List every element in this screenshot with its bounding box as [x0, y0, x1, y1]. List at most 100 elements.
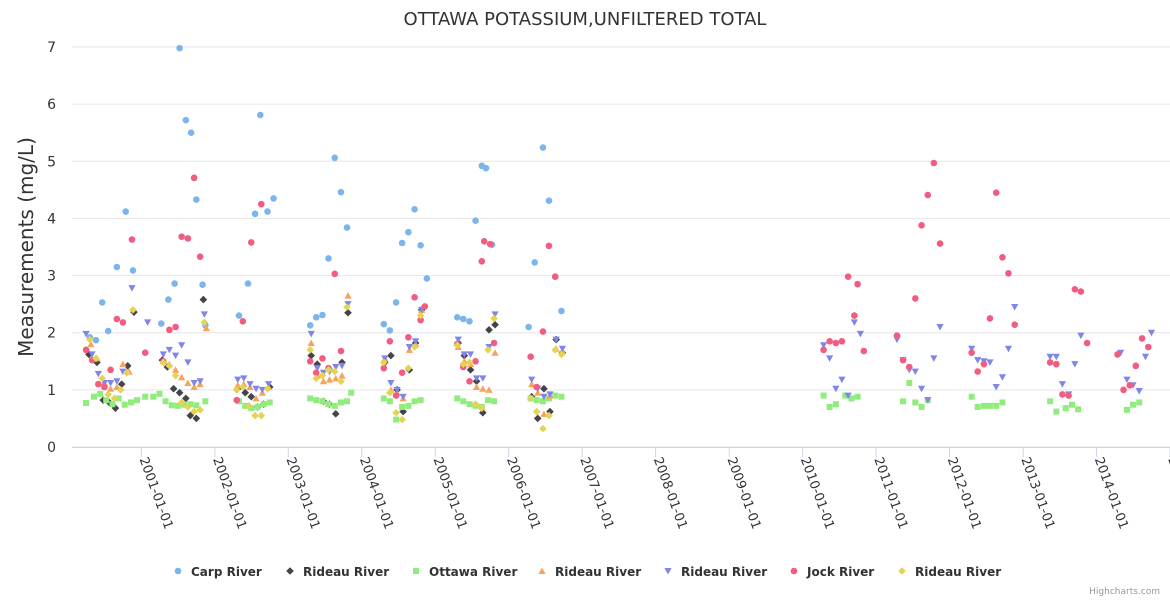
data-point[interactable]: [387, 351, 395, 360]
data-point[interactable]: [196, 406, 204, 414]
data-point[interactable]: [466, 317, 473, 325]
data-point[interactable]: [526, 394, 535, 403]
data-point[interactable]: [343, 303, 351, 311]
data-point[interactable]: [820, 346, 827, 354]
data-point[interactable]: [491, 349, 499, 356]
data-point[interactable]: [534, 389, 542, 396]
data-point[interactable]: [460, 351, 468, 358]
data-point[interactable]: [540, 384, 548, 393]
data-point[interactable]: [129, 267, 137, 274]
data-point[interactable]: [330, 367, 339, 376]
data-point[interactable]: [528, 380, 536, 388]
data-point[interactable]: [539, 328, 547, 335]
data-point[interactable]: [459, 315, 467, 323]
data-point[interactable]: [144, 319, 152, 326]
data-point[interactable]: [331, 410, 340, 418]
data-point[interactable]: [116, 386, 125, 394]
data-point[interactable]: [557, 350, 566, 359]
data-point[interactable]: [1065, 392, 1072, 399]
data-point[interactable]: [122, 368, 131, 377]
data-point[interactable]: [348, 389, 355, 396]
data-point[interactable]: [485, 397, 492, 404]
data-point[interactable]: [1062, 405, 1069, 412]
data-point[interactable]: [1138, 335, 1146, 342]
data-point[interactable]: [905, 363, 913, 371]
data-point[interactable]: [307, 351, 315, 360]
data-point[interactable]: [184, 235, 192, 242]
data-point[interactable]: [156, 390, 163, 397]
data-point[interactable]: [171, 280, 178, 287]
data-point[interactable]: [906, 380, 913, 386]
data-point[interactable]: [386, 327, 394, 334]
data-point[interactable]: [819, 342, 828, 349]
data-point[interactable]: [121, 401, 128, 408]
data-point[interactable]: [1126, 381, 1134, 389]
data-point[interactable]: [900, 398, 907, 405]
data-point[interactable]: [918, 404, 925, 410]
data-point[interactable]: [558, 345, 567, 353]
data-point[interactable]: [103, 397, 110, 404]
data-point[interactable]: [242, 402, 249, 409]
data-point[interactable]: [257, 411, 266, 420]
legend-label[interactable]: Carp River: [191, 565, 262, 579]
data-point[interactable]: [1077, 332, 1085, 340]
data-point[interactable]: [101, 383, 108, 391]
data-point[interactable]: [545, 411, 553, 420]
data-point[interactable]: [411, 398, 418, 405]
data-point[interactable]: [141, 349, 149, 357]
data-point[interactable]: [1136, 399, 1143, 406]
data-point[interactable]: [256, 111, 264, 119]
data-point[interactable]: [332, 374, 340, 382]
data-point[interactable]: [187, 401, 194, 408]
data-point[interactable]: [912, 295, 919, 302]
data-point[interactable]: [159, 351, 167, 358]
data-point[interactable]: [405, 333, 412, 341]
data-point[interactable]: [115, 395, 122, 402]
data-point[interactable]: [465, 358, 474, 367]
data-point[interactable]: [466, 351, 475, 358]
data-point[interactable]: [182, 394, 190, 403]
data-point[interactable]: [405, 228, 412, 236]
data-point[interactable]: [545, 197, 553, 205]
data-point[interactable]: [491, 320, 499, 329]
data-point[interactable]: [162, 398, 169, 405]
data-point[interactable]: [182, 116, 190, 124]
legend-symbol[interactable]: [413, 568, 419, 574]
data-point[interactable]: [158, 320, 165, 327]
data-point[interactable]: [1071, 285, 1079, 293]
data-point[interactable]: [848, 395, 855, 402]
data-point[interactable]: [344, 292, 352, 299]
data-point[interactable]: [930, 355, 938, 362]
legend-label[interactable]: Ottawa River: [429, 565, 517, 579]
data-point[interactable]: [192, 414, 201, 423]
data-point[interactable]: [263, 384, 272, 393]
data-point[interactable]: [110, 394, 119, 403]
data-point[interactable]: [246, 381, 254, 388]
data-point[interactable]: [528, 376, 536, 384]
data-point[interactable]: [399, 407, 407, 416]
data-point[interactable]: [540, 393, 548, 401]
data-point[interactable]: [166, 326, 173, 334]
data-point[interactable]: [454, 395, 461, 402]
data-point[interactable]: [832, 339, 840, 347]
data-point[interactable]: [380, 364, 388, 372]
data-point[interactable]: [312, 374, 321, 383]
data-point[interactable]: [1120, 386, 1127, 394]
data-point[interactable]: [260, 401, 267, 408]
data-point[interactable]: [850, 319, 858, 326]
data-point[interactable]: [193, 196, 200, 203]
data-point[interactable]: [405, 344, 413, 351]
data-point[interactable]: [1123, 406, 1130, 413]
data-point[interactable]: [235, 312, 243, 319]
legend-symbol[interactable]: [538, 567, 546, 575]
data-point[interactable]: [319, 377, 328, 385]
data-point[interactable]: [472, 383, 481, 391]
data-point[interactable]: [417, 241, 424, 249]
data-point[interactable]: [325, 401, 332, 408]
data-point[interactable]: [532, 407, 541, 416]
data-point[interactable]: [478, 257, 486, 265]
data-point[interactable]: [193, 402, 200, 409]
data-point[interactable]: [241, 388, 250, 397]
data-point[interactable]: [254, 404, 261, 410]
data-point[interactable]: [313, 365, 321, 372]
